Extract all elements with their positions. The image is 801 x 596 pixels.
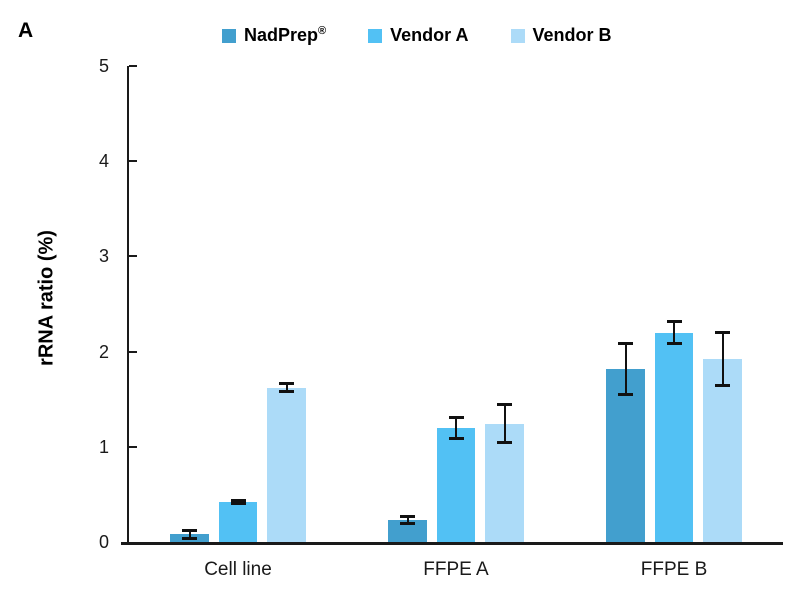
error-bar-cap <box>279 390 294 394</box>
error-bar-cap <box>448 436 464 440</box>
error-bar-cap <box>715 384 730 388</box>
bar <box>606 368 645 542</box>
error-bar-line <box>285 383 288 392</box>
plot-area: 0 1 2 3 4 5 Cell line FFPE A FFPE B <box>99 56 783 580</box>
error-bar-line <box>721 332 724 386</box>
bar <box>703 359 742 542</box>
y-tick-label: 0 <box>98 532 109 552</box>
y-tick-label: 5 <box>98 56 109 76</box>
legend-label-nadprep: NadPrep® <box>244 25 327 45</box>
panel-label: A <box>18 19 34 42</box>
y-tick-label: 2 <box>98 341 109 362</box>
y-tick-label: 3 <box>98 246 109 267</box>
y-axis-title: rRNA ratio (%) <box>35 230 58 366</box>
error-bar-line <box>406 516 409 524</box>
error-bar-cap <box>400 522 415 526</box>
bar <box>388 520 427 542</box>
bar <box>436 427 476 542</box>
legend-swatch-vendor-a <box>368 28 383 43</box>
error-bar-line <box>624 343 627 395</box>
error-bar-cap <box>182 529 197 533</box>
error-bar-cap <box>230 498 246 502</box>
error-bar-cap <box>497 403 512 407</box>
error-bar-cap <box>715 331 730 335</box>
bar <box>654 332 694 542</box>
x-category-label: Cell line <box>204 559 272 580</box>
bar <box>267 387 306 542</box>
error-bar-line <box>188 530 191 539</box>
error-bar-cap <box>448 415 464 419</box>
legend-label-vendor-a: Vendor A <box>390 25 469 45</box>
error-bar-cap <box>618 341 633 345</box>
y-tick-label: 1 <box>98 436 109 457</box>
legend-label-vendor-b: Vendor B <box>532 25 612 45</box>
y-tick-label: 4 <box>98 151 109 172</box>
error-bar-cap <box>279 382 294 386</box>
y-axis-tick <box>129 350 137 353</box>
error-bar-cap <box>666 342 682 346</box>
error-bar-cap <box>230 502 246 506</box>
error-bar-cap <box>182 536 197 540</box>
error-bar-line <box>673 321 675 344</box>
error-bar-cap <box>497 441 512 445</box>
y-axis-tick <box>129 255 137 258</box>
legend-item-vendor-a: Vendor A <box>368 25 469 46</box>
bar <box>218 502 258 542</box>
error-bar-line <box>237 500 239 504</box>
legend-swatch-nadprep <box>222 28 236 43</box>
legend-swatch-vendor-b <box>510 28 525 43</box>
error-bar-cap <box>400 514 415 518</box>
error-bar-line <box>503 404 506 443</box>
y-axis-tick <box>129 160 137 163</box>
error-bar-cap <box>618 392 633 396</box>
error-bar-line <box>455 417 457 439</box>
y-axis-tick <box>129 65 137 67</box>
error-bar-cap <box>666 319 682 323</box>
legend-item-vendor-b: Vendor B <box>510 25 612 46</box>
x-category-label: FFPE A <box>423 559 489 580</box>
x-axis-overhang <box>121 542 129 545</box>
legend-item-nadprep: NadPrep® <box>222 25 326 46</box>
x-category-label: FFPE B <box>640 559 708 580</box>
legend: NadPrep® Vendor A Vendor B <box>222 25 612 46</box>
y-axis-tick <box>129 445 137 448</box>
